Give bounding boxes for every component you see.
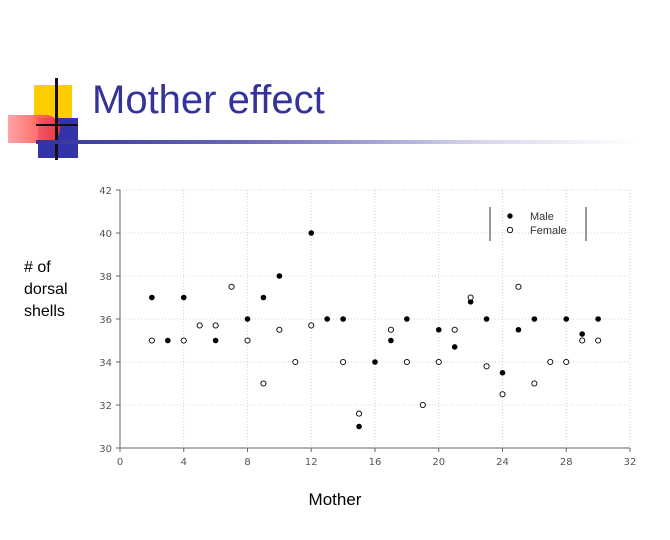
female-data-point: [340, 358, 347, 366]
male-data-point: [499, 369, 506, 376]
x-tick-label: 8: [244, 457, 250, 468]
x-tick-label: 12: [305, 457, 318, 468]
male-data-point: [531, 316, 538, 322]
male-data-point: [483, 316, 490, 322]
female-data-point: [244, 337, 251, 344]
male-data-point: [404, 316, 410, 322]
y-tick-label: 32: [99, 401, 112, 412]
male-data-point: [165, 337, 171, 344]
male-data-point: [435, 326, 442, 333]
female-data-point: [196, 322, 203, 329]
female-data-point: [499, 391, 506, 398]
y-tick-label: 30: [99, 444, 112, 455]
slide-title: Mother effect: [92, 78, 325, 122]
male-data-point: [308, 230, 315, 236]
female-data-point: [260, 380, 267, 387]
female-data-point: [356, 410, 363, 417]
slide-decoration: [0, 0, 100, 165]
male-data-point: [579, 331, 585, 337]
male-data-point: [388, 337, 394, 344]
female-data-point: [308, 322, 315, 329]
points-layer: [148, 230, 602, 430]
ticks-layer: 0 4 8 12 16 20 24 28 32 30 32 34 36 38 40 42: [99, 186, 636, 468]
female-data-point: [419, 401, 426, 409]
x-tick-label: 4: [181, 457, 187, 468]
male-data-point: [180, 294, 187, 301]
male-data-point: [260, 294, 267, 301]
female-data-point: [563, 358, 570, 366]
male-data-point: [212, 337, 219, 344]
x-tick-label: 16: [369, 457, 382, 468]
female-data-point: [403, 358, 410, 366]
male-data-point: [451, 344, 458, 350]
x-tick-label: 32: [624, 457, 637, 468]
female-data-point: [387, 326, 394, 333]
legend-marker: [507, 213, 513, 219]
male-data-point: [324, 316, 330, 322]
x-tick-label: 24: [496, 457, 509, 468]
female-data-point: [180, 337, 187, 344]
x-tick-label: 20: [432, 457, 445, 468]
y-tick-label: 40: [99, 229, 112, 240]
x-tick-label: 28: [560, 457, 573, 468]
male-data-point: [595, 316, 601, 322]
male-data-point: [356, 423, 362, 430]
female-data-point: [292, 358, 299, 366]
female-data-point: [579, 337, 586, 344]
x-tick-label: 0: [117, 457, 123, 468]
y-tick-label: 34: [99, 358, 112, 369]
female-data-point: [212, 322, 219, 329]
legend-label: Male: [530, 211, 554, 223]
female-data-point: [483, 363, 490, 370]
male-data-point: [372, 359, 378, 365]
male-data-point: [340, 316, 346, 322]
y-axis-label: # of dorsal shells: [24, 259, 68, 320]
female-data-point: [547, 358, 554, 366]
male-data-point: [244, 316, 251, 322]
male-data-point: [276, 273, 283, 279]
title-rule: [36, 140, 636, 144]
female-data-point: [451, 326, 458, 333]
female-data-point: [435, 358, 442, 366]
female-data-point: [531, 380, 538, 387]
male-data-point: [515, 326, 522, 333]
female-data-point: [595, 337, 602, 344]
legend-marker: [506, 226, 514, 234]
male-data-point: [149, 294, 155, 301]
female-data-point: [148, 337, 155, 344]
y-tick-label: 38: [99, 272, 112, 283]
male-data-point: [467, 299, 474, 305]
y-tick-label: 42: [99, 186, 112, 197]
female-data-point: [276, 326, 283, 333]
male-data-point: [563, 316, 570, 322]
x-axis-label: Mother: [308, 490, 362, 509]
legend-label: Female: [530, 225, 567, 237]
legend: Male Female: [489, 207, 587, 241]
female-data-point: [467, 294, 474, 301]
female-data-point: [515, 283, 522, 290]
female-data-point: [228, 283, 235, 290]
y-tick-label: 36: [99, 315, 112, 326]
